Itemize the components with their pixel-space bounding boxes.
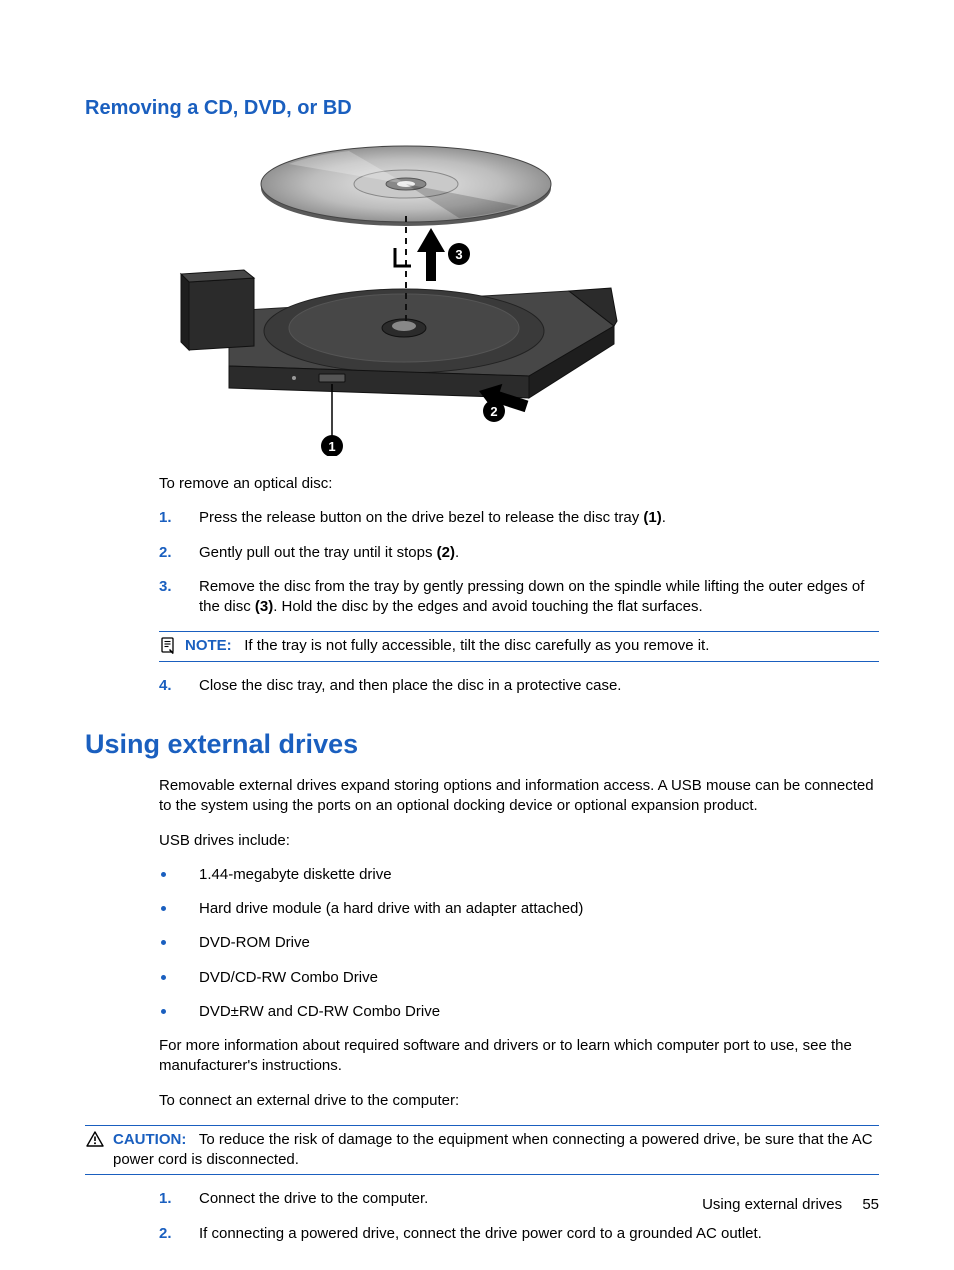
para-ext4: To connect an external drive to the comp… [159, 1091, 879, 1111]
step-2-bold: (2) [437, 544, 455, 561]
caution-icon [85, 1130, 105, 1147]
heading-external-drives: Using external drives [85, 726, 879, 762]
steps-remove-disc-cont: Close the disc tray, and then place the … [159, 676, 879, 696]
note-label: NOTE: [185, 637, 232, 654]
note-callout: NOTE: If the tray is not fully accessibl… [159, 631, 879, 661]
step-4: Close the disc tray, and then place the … [159, 676, 879, 696]
bullet-2: Hard drive module (a hard drive with an … [159, 899, 879, 919]
connect-step-2: If connecting a powered drive, connect t… [159, 1224, 879, 1244]
note-icon [159, 636, 177, 655]
note-text: If the tray is not fully accessible, til… [244, 637, 709, 654]
step-2: Gently pull out the tray until it stops … [159, 543, 879, 563]
bullet-1: 1.44-megabyte diskette drive [159, 865, 879, 885]
step-2-after: . [455, 544, 459, 561]
caution-text: To reduce the risk of damage to the equi… [113, 1131, 873, 1168]
svg-text:3: 3 [455, 247, 462, 262]
step-1-after: . [662, 509, 666, 526]
footer-page-number: 55 [862, 1196, 879, 1213]
bullet-4: DVD/CD-RW Combo Drive [159, 968, 879, 988]
step-1-bold: (1) [643, 509, 661, 526]
caution-body: CAUTION: To reduce the risk of damage to… [113, 1130, 879, 1171]
bullet-3: DVD-ROM Drive [159, 933, 879, 953]
para-ext3: For more information about required soft… [159, 1036, 879, 1077]
heading-removing: Removing a CD, DVD, or BD [85, 95, 879, 122]
steps-remove-disc: Press the release button on the drive be… [159, 508, 879, 617]
step-2-text: Gently pull out the tray until it stops [199, 544, 437, 561]
bullet-5: DVD±RW and CD-RW Combo Drive [159, 1002, 879, 1022]
step-3-after: . Hold the disc by the edges and avoid t… [273, 598, 702, 615]
step-1: Press the release button on the drive be… [159, 508, 879, 528]
para-ext2: USB drives include: [159, 831, 879, 851]
para-ext1: Removable external drives expand storing… [159, 776, 879, 817]
step-3-bold: (3) [255, 598, 273, 615]
caution-callout: CAUTION: To reduce the risk of damage to… [85, 1125, 879, 1176]
note-body: NOTE: If the tray is not fully accessibl… [185, 636, 879, 656]
step-1-text: Press the release button on the drive be… [199, 509, 643, 526]
svg-text:1: 1 [328, 439, 335, 454]
footer-title: Using external drives [702, 1196, 842, 1213]
figure-optical-drive: 3 2 1 [159, 136, 879, 456]
caution-label: CAUTION: [113, 1131, 186, 1148]
page-footer: Using external drives 55 [702, 1195, 879, 1215]
svg-text:2: 2 [490, 404, 497, 419]
para-intro1: To remove an optical disc: [159, 474, 879, 494]
step-3: Remove the disc from the tray by gently … [159, 577, 879, 618]
step-4-text: Close the disc tray, and then place the … [199, 677, 621, 694]
bullets-usb-drives: 1.44-megabyte diskette drive Hard drive … [159, 865, 879, 1022]
